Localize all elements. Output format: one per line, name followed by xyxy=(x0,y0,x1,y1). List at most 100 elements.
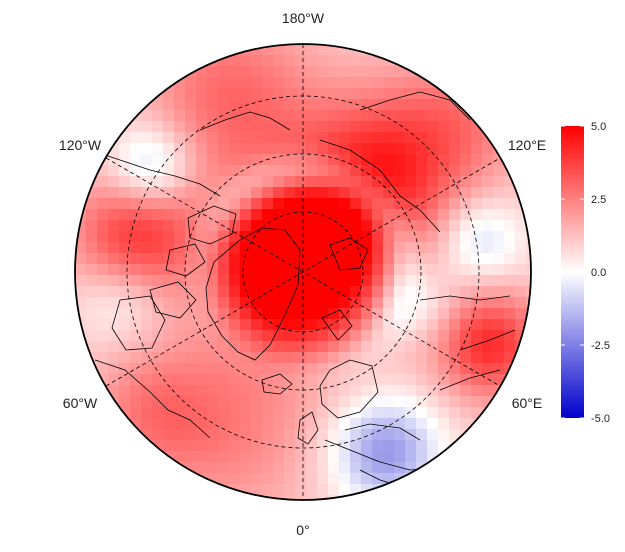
field-cell xyxy=(108,143,120,155)
field-cell xyxy=(306,407,318,419)
field-cell xyxy=(174,77,186,89)
field-cell xyxy=(438,418,450,430)
field-cell xyxy=(86,297,98,309)
field-cell xyxy=(273,132,285,144)
field-cell xyxy=(328,66,340,78)
field-cell xyxy=(460,165,472,177)
field-cell xyxy=(493,165,505,177)
field-cell xyxy=(427,286,439,298)
field-cell xyxy=(207,132,219,144)
field-cell xyxy=(130,242,142,254)
field-cell xyxy=(361,330,373,342)
field-cell xyxy=(229,198,241,210)
field-cell xyxy=(449,319,461,331)
field-cell xyxy=(416,264,428,276)
field-cell xyxy=(119,407,131,419)
field-cell xyxy=(526,198,531,210)
field-cell xyxy=(427,275,439,287)
field-cell xyxy=(273,330,285,342)
field-cell xyxy=(295,495,307,500)
field-cell xyxy=(328,209,340,221)
field-cell xyxy=(416,231,428,243)
field-cell xyxy=(86,253,98,265)
field-cell xyxy=(273,297,285,309)
field-cell xyxy=(361,286,373,298)
field-cell xyxy=(460,121,472,133)
field-cell xyxy=(185,154,197,166)
field-cell xyxy=(273,253,285,265)
field-cell xyxy=(427,88,439,100)
field-cell xyxy=(262,407,274,419)
field-cell xyxy=(86,264,98,276)
field-cell xyxy=(130,275,142,287)
field-cell xyxy=(284,264,296,276)
field-cell xyxy=(416,363,428,375)
field-cell xyxy=(218,198,230,210)
field-cell xyxy=(273,44,285,56)
field-cell xyxy=(350,319,362,331)
field-cell xyxy=(130,99,142,111)
field-cell xyxy=(372,143,384,155)
field-cell xyxy=(328,253,340,265)
field-cell xyxy=(383,110,395,122)
field-cell xyxy=(75,264,87,276)
field-cell xyxy=(372,55,384,67)
field-cell xyxy=(185,99,197,111)
field-cell xyxy=(240,66,252,78)
field-cell xyxy=(328,330,340,342)
field-cell xyxy=(218,165,230,177)
field-cell xyxy=(295,385,307,397)
field-cell xyxy=(493,286,505,298)
field-cell xyxy=(438,231,450,243)
field-cell xyxy=(185,396,197,408)
field-cell xyxy=(482,209,494,221)
field-cell xyxy=(383,187,395,199)
field-cell xyxy=(416,429,428,441)
field-cell xyxy=(229,495,241,500)
field-cell xyxy=(350,308,362,320)
map-disc xyxy=(74,43,532,501)
field-cell xyxy=(328,308,340,320)
field-cell xyxy=(317,385,329,397)
field-cell xyxy=(141,297,153,309)
field-cell xyxy=(207,253,219,265)
field-cell xyxy=(493,374,505,386)
field-cell xyxy=(108,297,120,309)
field-cell xyxy=(339,253,351,265)
field-cell xyxy=(185,319,197,331)
field-cell xyxy=(196,110,208,122)
field-cell xyxy=(306,341,318,353)
field-cell xyxy=(207,418,219,430)
colorbar-tick-label: -5.0 xyxy=(591,413,610,425)
anomaly-field xyxy=(75,44,531,500)
field-cell xyxy=(416,396,428,408)
field-cell xyxy=(295,473,307,485)
field-cell xyxy=(141,253,153,265)
field-cell xyxy=(427,132,439,144)
field-cell xyxy=(328,44,340,56)
field-cell xyxy=(460,242,472,254)
field-cell xyxy=(251,396,263,408)
field-cell xyxy=(383,165,395,177)
field-cell xyxy=(284,330,296,342)
field-cell xyxy=(97,187,109,199)
field-cell xyxy=(240,319,252,331)
field-cell xyxy=(240,55,252,67)
field-cell xyxy=(163,429,175,441)
field-cell xyxy=(152,264,164,276)
field-cell xyxy=(383,330,395,342)
field-cell xyxy=(284,275,296,287)
field-cell xyxy=(185,297,197,309)
field-cell xyxy=(372,275,384,287)
field-cell xyxy=(438,407,450,419)
field-cell xyxy=(394,330,406,342)
field-cell xyxy=(207,484,219,496)
field-cell xyxy=(449,275,461,287)
field-cell xyxy=(460,418,472,430)
field-cell xyxy=(438,176,450,188)
field-cell xyxy=(75,231,87,243)
field-cell xyxy=(262,396,274,408)
field-cell xyxy=(295,418,307,430)
field-cell xyxy=(416,99,428,111)
field-cell xyxy=(251,451,263,463)
